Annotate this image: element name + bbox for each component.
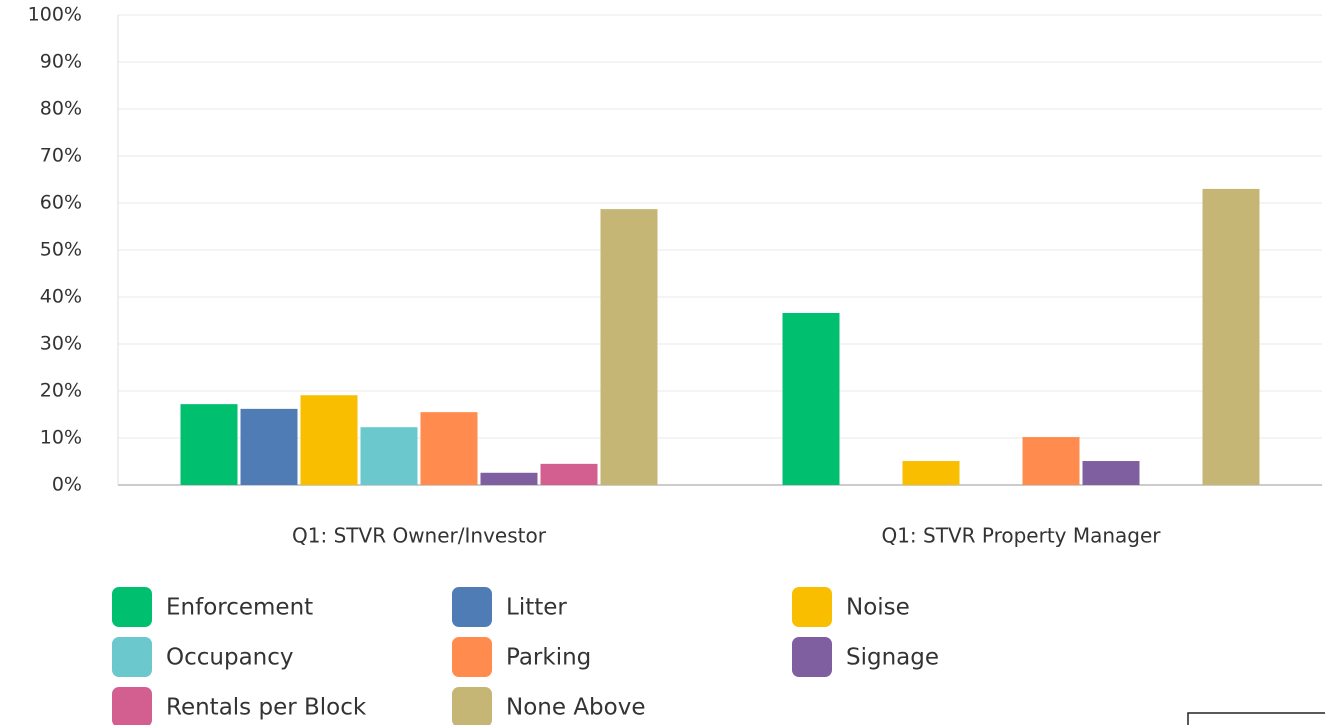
x-tick-label: Q1: STVR Owner/Investor (292, 524, 547, 548)
y-tick-label: 20% (40, 380, 82, 402)
legend-swatch (112, 587, 152, 627)
legend-label: Signage (846, 645, 939, 671)
y-tick-label: 0% (52, 474, 82, 496)
legend-label: Enforcement (166, 595, 313, 621)
y-tick-label: 40% (40, 286, 82, 308)
bar (1022, 437, 1080, 485)
y-tick-label: 70% (40, 145, 82, 167)
y-tick-label: 90% (40, 51, 82, 73)
legend-label: Rentals per Block (166, 695, 367, 721)
legend-label: Parking (506, 645, 591, 671)
legend-label: Noise (846, 595, 910, 621)
legend-swatch (452, 687, 492, 725)
bar (420, 412, 478, 485)
bar (902, 461, 960, 485)
bar (540, 463, 598, 485)
y-tick-label: 50% (40, 239, 82, 261)
bar (782, 312, 840, 485)
legend-label: Litter (506, 595, 567, 621)
bar (1202, 188, 1260, 485)
y-tick-label: 30% (40, 333, 82, 355)
legend-swatch (792, 587, 832, 627)
bar (1082, 461, 1140, 485)
bar (240, 408, 298, 485)
y-tick-label: 10% (40, 427, 82, 449)
y-tick-label: 100% (28, 4, 82, 26)
bar (600, 209, 658, 486)
legend-label: None Above (506, 695, 645, 721)
x-tick-label: Q1: STVR Property Manager (881, 524, 1161, 548)
legend-label: Occupancy (166, 645, 294, 671)
legend-swatch (112, 687, 152, 725)
bar (360, 427, 418, 485)
legend-swatch (452, 637, 492, 677)
legend-swatch (792, 637, 832, 677)
corner-box (1187, 712, 1325, 725)
legend-swatch (452, 587, 492, 627)
bar (480, 472, 538, 485)
legend-swatch (112, 637, 152, 677)
y-tick-label: 80% (40, 98, 82, 120)
bar (300, 395, 358, 485)
bar (180, 404, 238, 485)
y-tick-label: 60% (40, 192, 82, 214)
